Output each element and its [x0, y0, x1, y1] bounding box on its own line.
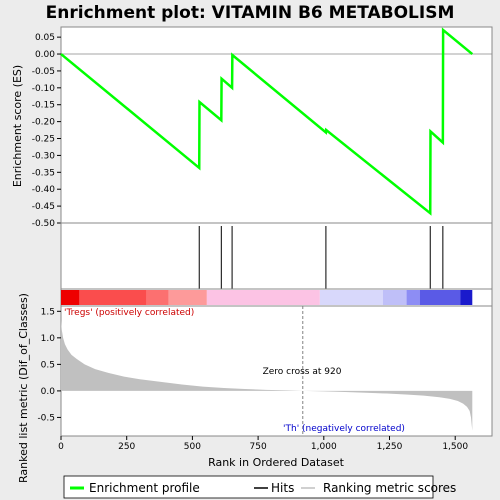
rank-x-axis-title: Rank in Ordered Dataset: [208, 456, 345, 469]
es-y-tick-label: -0.20: [32, 118, 56, 128]
metric-plot-area: [60, 305, 493, 437]
es-y-tick-label: -0.15: [32, 101, 55, 111]
colorbar-segment: [168, 290, 207, 305]
hits-group: [198, 226, 444, 289]
metric-y-axis-title: Ranked list metric (Dif_of_Classes): [17, 293, 30, 483]
es-y-tick-label: 0.05: [35, 33, 55, 43]
rank-x-tick-label: 1,000: [311, 442, 337, 452]
negative-correlation-label: 'Th' (negatively correlated): [283, 424, 405, 434]
chart-title: Enrichment plot: VITAMIN B6 METABOLISM: [46, 3, 455, 23]
rank-x-tick-label: 1,500: [442, 442, 468, 452]
es-y-tick-label: -0.50: [32, 219, 56, 229]
colorbar-segment: [79, 290, 147, 305]
es-plot-area: [60, 26, 493, 224]
legend-label-enrichment: Enrichment profile: [89, 481, 200, 495]
es-y-tick-label: -0.05: [32, 67, 55, 77]
legend-label-ranking: Ranking metric scores: [323, 481, 456, 495]
metric-y-axis: 1.5 1.0 0.5 0.0 -0.5: [37, 307, 61, 423]
es-y-tick-label: 0.00: [35, 50, 55, 60]
es-y-axis-title: Enrichment score (ES): [11, 65, 24, 187]
rank-x-tick-label: 750: [250, 442, 267, 452]
colorbar-segment: [61, 290, 80, 305]
es-y-tick-label: -0.25: [32, 135, 55, 145]
metric-y-tick-label: 0.5: [41, 360, 55, 370]
es-y-axis: 0.05 0.00 -0.05 -0.10 -0.15 -0.20 -0.25 -0.30 -0…: [32, 33, 61, 229]
metric-y-tick-label: 0.0: [41, 387, 56, 397]
es-y-tick-label: -0.10: [32, 84, 56, 94]
metric-y-tick-label: -0.5: [37, 413, 55, 423]
legend-label-hits: Hits: [271, 481, 294, 495]
metric-y-tick-label: 1.5: [41, 307, 55, 317]
es-y-tick-label: -0.35: [32, 168, 55, 178]
rank-x-tick-label: 250: [118, 442, 135, 452]
es-y-tick-label: -0.45: [32, 202, 55, 212]
colorbar-segment: [406, 290, 420, 305]
colorbar-segment: [460, 290, 473, 305]
positive-correlation-label: 'Tregs' (positively correlated): [64, 308, 194, 318]
colorbar-segment: [206, 290, 320, 305]
zero-cross-label: Zero cross at 920: [263, 367, 342, 377]
ranking-colorbar: [61, 290, 473, 305]
colorbar-segment: [419, 290, 461, 305]
rank-x-tick-label: 500: [184, 442, 201, 452]
rank-x-tick-label: 1,250: [377, 442, 403, 452]
legend: [63, 475, 434, 499]
colorbar-segment: [319, 290, 383, 305]
es-y-tick-label: -0.40: [32, 185, 56, 195]
rank-x-tick-label: 0: [58, 442, 64, 452]
colorbar-segment: [146, 290, 169, 305]
colorbar-segment: [382, 290, 407, 305]
es-y-tick-label: -0.30: [32, 151, 56, 161]
hits-panel: [60, 222, 493, 290]
metric-y-tick-label: 1.0: [41, 334, 56, 344]
rank-x-axis: 0 250 500 750 1,000 1,250 1,500: [58, 436, 468, 452]
enrichment-profile-line: [60, 27, 474, 216]
